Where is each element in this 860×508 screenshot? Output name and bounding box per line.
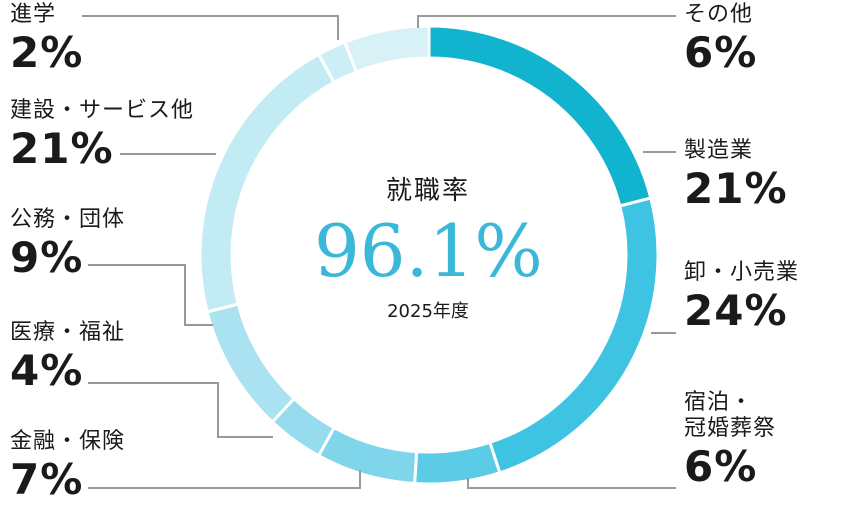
label-pct-進学: 2%: [10, 28, 84, 77]
label-name-宿泊・冠婚葬祭-0: 宿泊・: [684, 390, 754, 415]
label-pct-卸・小売業: 24%: [684, 286, 788, 335]
center-title: 就職率: [385, 176, 470, 206]
label-pct-その他: 6%: [684, 28, 758, 77]
label-pct-建設・サービス他: 21%: [10, 124, 114, 173]
center-summary: 就職率 96.1% 2025年度: [314, 170, 543, 323]
slice-宿泊・冠婚葬祭: [413, 440, 502, 486]
label-pct-医療・福祉: 4%: [10, 346, 84, 395]
label-pct-公務・団体: 9%: [10, 233, 84, 282]
leader-line-宿泊・冠婚葬祭: [467, 478, 676, 489]
slice-金融・保険: [316, 425, 419, 486]
label-name-宿泊・冠婚葬祭-1: 冠婚葬祭: [684, 416, 777, 441]
label-pct-製造業: 21%: [684, 164, 788, 213]
label-name-製造業-0: 製造業: [684, 138, 754, 163]
label-name-卸・小売業-0: 卸・小売業: [684, 260, 800, 285]
label-pct-金融・保険: 7%: [10, 455, 84, 504]
label-name-進学-0: 進学: [10, 2, 57, 27]
leader-line-公務・団体: [88, 264, 213, 326]
slice-公務・団体: [205, 302, 297, 425]
leader-line-金融・保険: [88, 470, 361, 489]
center-year: 2025年度: [387, 301, 469, 322]
center-value: 96.1%: [314, 209, 543, 293]
label-name-公務・団体-0: 公務・団体: [10, 207, 126, 232]
label-その他: その他 6%: [684, 4, 757, 74]
label-建設・サービス他: 建設・サービス他 21%: [10, 100, 194, 170]
label-name-金融・保険-0: 金融・保険: [10, 429, 126, 454]
slice-その他: [342, 24, 431, 74]
label-公務・団体: 公務・団体 9%: [10, 209, 125, 279]
leader-line-その他: [417, 15, 676, 28]
label-製造業: 製造業 21%: [684, 140, 788, 210]
label-name-医療・福祉-0: 医療・福祉: [10, 320, 126, 345]
label-pct-宿泊・冠婚葬祭: 6%: [684, 442, 758, 491]
label-宿泊・冠婚葬祭: 宿泊・ 冠婚葬祭 6%: [684, 392, 776, 488]
label-進学: 進学 2%: [10, 4, 83, 74]
label-金融・保険: 金融・保険 7%: [10, 431, 125, 501]
label-name-建設・サービス他-0: 建設・サービス他: [10, 98, 195, 123]
label-卸・小売業: 卸・小売業 24%: [684, 262, 799, 332]
label-医療・福祉: 医療・福祉 4%: [10, 322, 125, 392]
label-name-その他-0: その他: [684, 2, 754, 27]
leader-line-進学: [82, 15, 339, 40]
leader-line-医療・福祉: [88, 382, 273, 438]
